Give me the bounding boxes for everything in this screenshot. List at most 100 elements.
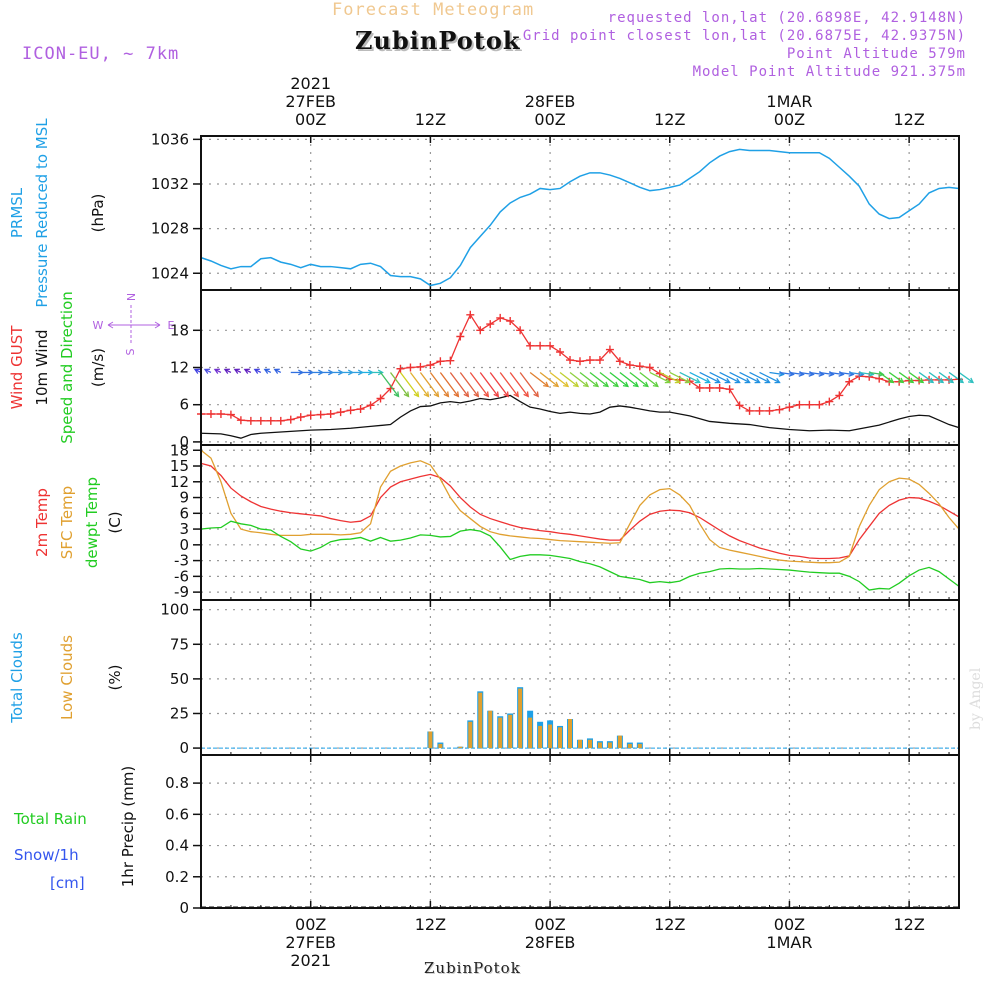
compass-w: W — [93, 319, 104, 332]
gust-marker — [446, 356, 455, 365]
wind-arrow — [559, 371, 579, 387]
wind-speed-line — [200, 394, 960, 439]
gust-marker — [416, 362, 425, 371]
wind-arrow — [679, 371, 701, 384]
gust-marker — [316, 410, 325, 419]
gust-marker — [805, 400, 814, 409]
gust-marker — [356, 405, 365, 414]
y-tick-label: 0 — [179, 536, 189, 554]
wind-arrow — [809, 371, 824, 376]
pressure-line — [200, 148, 960, 287]
gust-marker — [795, 400, 804, 409]
y-tick-label: 9 — [179, 489, 189, 507]
wind-arrow — [519, 372, 539, 397]
wind-arrowhead — [714, 377, 721, 384]
precip-gridlines — [193, 755, 959, 909]
gust-marker — [645, 363, 654, 372]
wind-arrow — [429, 372, 449, 397]
low-cloud-bar — [587, 739, 592, 749]
y-axis-label: SFC Temp — [58, 486, 76, 559]
wind-arrow — [649, 371, 671, 384]
y-axis-label: PRMSL — [8, 187, 26, 238]
model-altitude: Model Point Altitude 921.375m — [692, 64, 966, 80]
low-cloud-bar — [528, 717, 533, 749]
wind-arrowhead — [888, 377, 895, 384]
wind-arrow — [779, 371, 794, 376]
gust-marker — [615, 357, 624, 366]
gust-marker — [426, 361, 435, 370]
y-tick-label: 18 — [170, 441, 189, 459]
dewpt-line — [200, 520, 960, 591]
wind-arrowhead — [632, 381, 639, 388]
y-tick-label: 6 — [179, 396, 189, 414]
wind-arrowhead — [243, 368, 250, 374]
wind-arrowhead — [493, 391, 500, 398]
y-axis-label: (C) — [106, 511, 124, 533]
gust-marker — [775, 405, 784, 414]
wind-arrowhead — [573, 381, 580, 388]
wind-arrowhead — [443, 391, 450, 398]
top-time-label: 27FEB — [285, 92, 336, 111]
gust-marker — [635, 362, 644, 371]
y-tick-label: 25 — [170, 704, 189, 722]
y-axis-label: (hPa) — [89, 194, 107, 233]
requested-coords: requested lon,lat (20.6898E, 42.9148N) — [607, 10, 966, 26]
y-axis-label: 2m Temp — [33, 488, 51, 557]
y-tick-label: 18 — [170, 321, 189, 339]
bottom-time-label: 28FEB — [525, 933, 576, 952]
clouds-panel-frame — [200, 599, 960, 756]
low-cloud-bar — [498, 717, 503, 749]
wind-arrowhead — [233, 368, 240, 374]
gust-marker — [366, 401, 375, 410]
wind-arrow — [918, 371, 934, 383]
bottom-time-label: 00Z — [774, 915, 805, 934]
bottom-time-label: 27FEB — [285, 933, 336, 952]
precip-left-label: [cm] — [50, 874, 85, 892]
wind-arrow — [799, 371, 814, 376]
top-time-label: 00Z — [295, 110, 326, 129]
gust-marker — [296, 413, 305, 422]
gust-marker — [236, 416, 245, 425]
y-tick-label: 1036 — [151, 130, 189, 148]
gust-marker — [276, 416, 285, 425]
wind-arrow — [769, 371, 784, 376]
gust-marker — [516, 326, 525, 335]
wind-arrow — [859, 371, 874, 376]
gust-marker — [605, 345, 614, 354]
wind-arrowhead — [553, 381, 560, 388]
gust-marker — [286, 415, 295, 424]
wind-arrow — [639, 371, 659, 387]
gust-marker — [266, 416, 275, 425]
y-axis-label: Total Clouds — [8, 632, 26, 724]
gust-marker — [595, 356, 604, 365]
y-axis-label: Wind GUST — [8, 325, 26, 410]
top-time-label: 1MAR — [766, 92, 812, 111]
wind-arrow — [380, 372, 400, 397]
wind-arrowhead — [193, 368, 201, 374]
temp2m-line — [200, 462, 960, 560]
gust-marker — [206, 410, 215, 418]
gust-marker — [336, 408, 345, 417]
bottom-time-label: 00Z — [534, 915, 565, 934]
gust-marker — [506, 317, 515, 325]
wind-arrowhead — [744, 377, 751, 384]
bottom-time-label: 2021 — [290, 951, 331, 970]
y-tick-label: -3 — [174, 552, 189, 570]
y-tick-label: 0 — [179, 433, 189, 451]
y-axis-label: Pressure Reduced to MSL — [33, 118, 51, 308]
gust-marker — [466, 310, 475, 319]
wind-arrowhead — [967, 377, 975, 384]
low-cloud-bar — [438, 743, 443, 749]
y-axis-label: (%) — [106, 665, 124, 691]
wind-arrow — [489, 372, 509, 397]
wind-arrow — [469, 372, 489, 397]
low-cloud-bar — [488, 710, 493, 749]
gust-marker — [456, 332, 465, 341]
wind-arrow — [569, 371, 589, 387]
wind-arrow — [888, 371, 904, 383]
y-tick-label: 0.4 — [165, 837, 189, 855]
watermark: by Angel — [968, 667, 984, 730]
gust-marker — [546, 341, 555, 350]
wind-arrowhead — [948, 377, 955, 384]
top-time-label: 00Z — [534, 110, 565, 129]
